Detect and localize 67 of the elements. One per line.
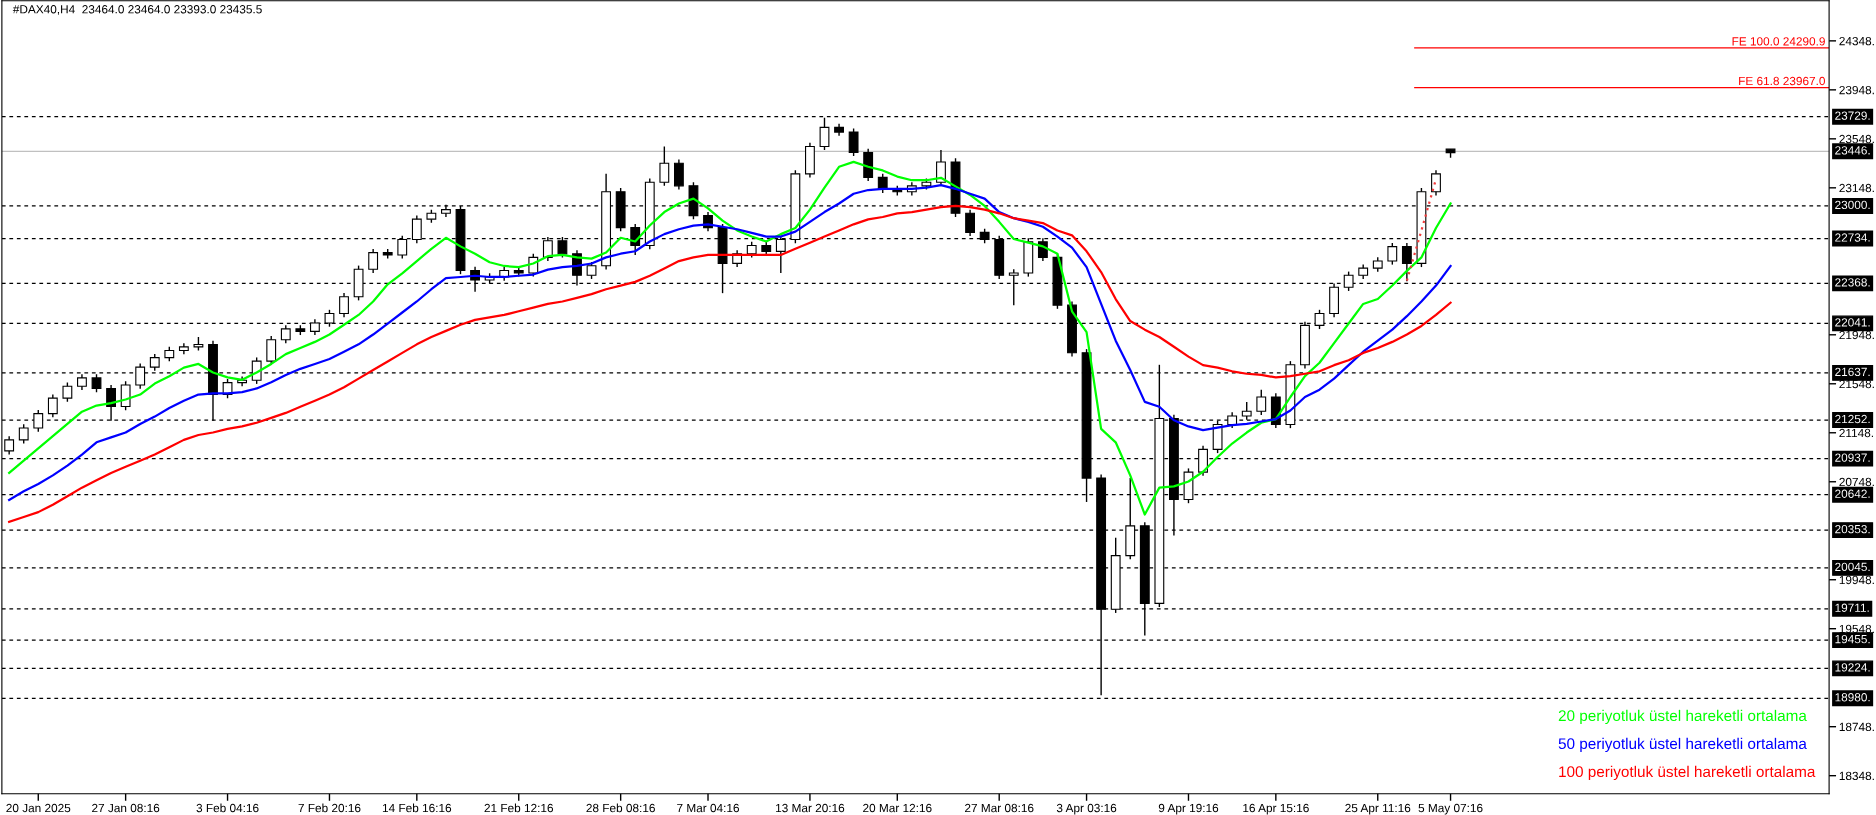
y-tick-label: 24348.: [1839, 36, 1874, 46]
y-tick-label: 23148.: [1839, 183, 1874, 193]
ref-line-label: 22368.: [1835, 278, 1870, 287]
x-tick-label: 28 Feb 08:16: [586, 803, 655, 813]
y-tick-label: 23948.: [1839, 85, 1874, 95]
candlestick: [368, 248, 379, 274]
x-tick-label: 7 Mar 04:16: [677, 803, 739, 813]
chart-title: #DAX40,H4 23464.0 23464.0 23393.0 23435.5: [12, 5, 262, 15]
x-tick-label: 7 Feb 20:16: [298, 803, 361, 813]
ref-line-label: 23729.: [1835, 111, 1870, 120]
x-tick-label: 13 Mar 20:16: [776, 803, 845, 813]
ref-line-label: 21252.: [1835, 414, 1870, 424]
candlestick: [18, 423, 29, 445]
text: 100 periyotluk üstel hareketli ortalama: [1559, 765, 1816, 781]
y-tick-label: 21548.: [1839, 379, 1874, 389]
x-tick-label: 9 Apr 19:16: [1158, 803, 1219, 815]
ref-line-label: 22041.: [1835, 318, 1870, 327]
x-tick-label: 27 Mar 08:16: [965, 803, 1034, 813]
y-tick-label: 21148.: [1839, 428, 1873, 438]
candlestick: [62, 381, 73, 403]
ref-line-label: FE 100.0 24290.9: [1732, 37, 1825, 46]
ref-line-label: 20642.: [1835, 489, 1870, 498]
x-tick-label: 20 Mar 12:16: [863, 803, 932, 813]
candlestick: [120, 380, 131, 411]
x-tick-label: 14 Feb 16:16: [382, 803, 452, 813]
candlestick: [91, 373, 102, 393]
candlestick: [965, 208, 976, 237]
ref-line-label: 22734.: [1835, 233, 1870, 242]
candlestick: [659, 145, 670, 187]
candlestick: [47, 393, 58, 419]
y-tick-label: 20748.: [1839, 477, 1874, 487]
ref-line-label: 19455.: [1835, 634, 1870, 644]
ref-line-label: 20045.: [1835, 562, 1870, 572]
candlestick: [1387, 242, 1398, 266]
ref-line-label: 19224.: [1835, 663, 1870, 672]
candlestick: [339, 292, 349, 318]
ref-line-label: 23446.: [1835, 146, 1870, 155]
x-tick-label: 27 Jan 08:16: [92, 803, 160, 813]
ref-line-label: 18980.: [1835, 693, 1870, 702]
x-tick-label: 20 Jan 2025: [6, 803, 71, 813]
candlestick: [848, 127, 859, 157]
x-tick-label: 3 Apr 03:16: [1056, 803, 1117, 815]
y-tick-label: 19948.: [1839, 575, 1874, 585]
ref-line-label: FE 61.8 23967.0: [1739, 76, 1825, 86]
ref-line-label: 19711.: [1835, 603, 1869, 612]
ref-line-label: 20937.: [1835, 453, 1870, 462]
y-tick-label: 18748.: [1839, 722, 1874, 732]
x-tick-label: 16 Apr 15:16: [1243, 803, 1309, 815]
ref-line-label: 21637.: [1835, 367, 1870, 377]
text: 20 periyotluk üstel hareketli ortalama: [1558, 709, 1807, 725]
candlestick: [1431, 169, 1441, 197]
y-tick-label: 18348.: [1839, 771, 1874, 781]
text: 50 periyotluk üstel hareketli ortalama: [1558, 737, 1807, 753]
x-tick-label: 3 Feb 04:16: [196, 803, 259, 813]
candlestick: [936, 149, 946, 187]
candlestick: [673, 158, 684, 191]
y-tick-label: 19548.: [1839, 624, 1874, 634]
candlestick: [1256, 388, 1267, 416]
ref-line-label: 20353.: [1835, 524, 1870, 534]
x-tick-label: 25 Apr 11:16: [1345, 803, 1411, 815]
y-tick-label: 23548.: [1839, 134, 1874, 144]
candlestick: [1401, 242, 1412, 282]
x-tick-label: 21 Feb 12:16: [484, 803, 554, 813]
ref-line-label: 23000.: [1835, 200, 1870, 210]
y-tick-label: 21948.: [1839, 330, 1874, 340]
candlestick: [280, 324, 291, 345]
x-tick-label: 5 May 07:16: [1418, 803, 1483, 815]
